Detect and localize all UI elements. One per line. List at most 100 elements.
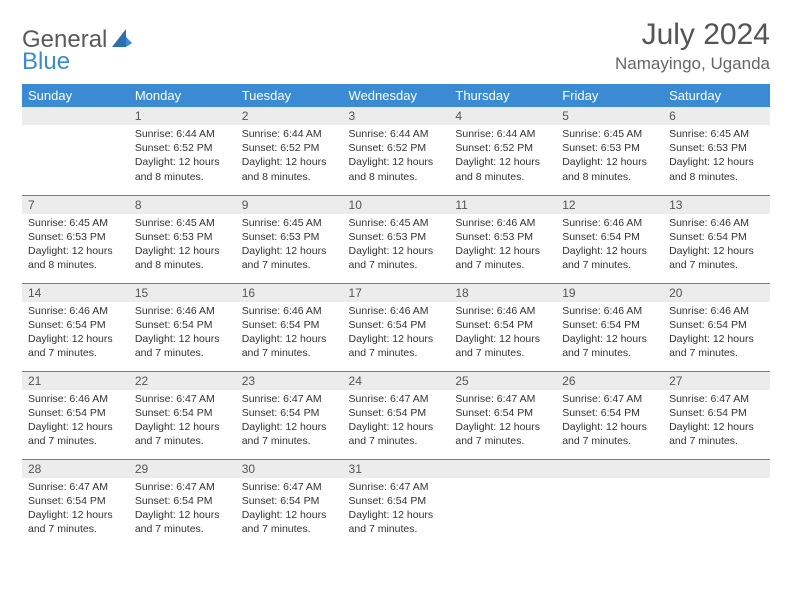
day-details: Sunrise: 6:47 AMSunset: 6:54 PMDaylight:… — [556, 390, 663, 453]
sunrise-text: Sunrise: 6:44 AM — [455, 127, 550, 141]
day-number — [663, 460, 770, 478]
day-header: Friday — [556, 84, 663, 107]
day-number — [556, 460, 663, 478]
daylight-text: Daylight: 12 hours and 7 minutes. — [242, 244, 337, 272]
sunrise-text: Sunrise: 6:47 AM — [135, 392, 230, 406]
day-header: Thursday — [449, 84, 556, 107]
daylight-text: Daylight: 12 hours and 7 minutes. — [135, 332, 230, 360]
daylight-text: Daylight: 12 hours and 8 minutes. — [669, 155, 764, 183]
sunrise-text: Sunrise: 6:46 AM — [28, 392, 123, 406]
sunset-text: Sunset: 6:53 PM — [135, 230, 230, 244]
calendar-week: 7Sunrise: 6:45 AMSunset: 6:53 PMDaylight… — [22, 195, 770, 283]
calendar-week: 14Sunrise: 6:46 AMSunset: 6:54 PMDayligh… — [22, 283, 770, 371]
calendar-cell: 4Sunrise: 6:44 AMSunset: 6:52 PMDaylight… — [449, 107, 556, 195]
day-number: 19 — [556, 284, 663, 302]
day-number: 12 — [556, 196, 663, 214]
daylight-text: Daylight: 12 hours and 7 minutes. — [562, 244, 657, 272]
daylight-text: Daylight: 12 hours and 7 minutes. — [562, 420, 657, 448]
day-number: 24 — [343, 372, 450, 390]
day-details: Sunrise: 6:45 AMSunset: 6:53 PMDaylight:… — [129, 214, 236, 277]
sunrise-text: Sunrise: 6:47 AM — [349, 480, 444, 494]
sunset-text: Sunset: 6:54 PM — [135, 494, 230, 508]
day-details: Sunrise: 6:46 AMSunset: 6:53 PMDaylight:… — [449, 214, 556, 277]
sunrise-text: Sunrise: 6:47 AM — [455, 392, 550, 406]
day-number: 28 — [22, 460, 129, 478]
calendar-cell: 23Sunrise: 6:47 AMSunset: 6:54 PMDayligh… — [236, 371, 343, 459]
sunrise-text: Sunrise: 6:45 AM — [562, 127, 657, 141]
daylight-text: Daylight: 12 hours and 7 minutes. — [135, 420, 230, 448]
day-number: 31 — [343, 460, 450, 478]
sunrise-text: Sunrise: 6:47 AM — [669, 392, 764, 406]
day-details: Sunrise: 6:47 AMSunset: 6:54 PMDaylight:… — [236, 478, 343, 541]
sunrise-text: Sunrise: 6:44 AM — [349, 127, 444, 141]
daylight-text: Daylight: 12 hours and 7 minutes. — [669, 420, 764, 448]
sunset-text: Sunset: 6:54 PM — [28, 494, 123, 508]
day-number: 1 — [129, 107, 236, 125]
day-number: 13 — [663, 196, 770, 214]
daylight-text: Daylight: 12 hours and 7 minutes. — [242, 420, 337, 448]
sunrise-text: Sunrise: 6:46 AM — [135, 304, 230, 318]
calendar-cell: 8Sunrise: 6:45 AMSunset: 6:53 PMDaylight… — [129, 195, 236, 283]
sunset-text: Sunset: 6:54 PM — [562, 230, 657, 244]
calendar-cell: 11Sunrise: 6:46 AMSunset: 6:53 PMDayligh… — [449, 195, 556, 283]
day-number: 29 — [129, 460, 236, 478]
day-number: 8 — [129, 196, 236, 214]
sunset-text: Sunset: 6:54 PM — [669, 406, 764, 420]
day-details: Sunrise: 6:47 AMSunset: 6:54 PMDaylight:… — [343, 478, 450, 541]
day-number: 26 — [556, 372, 663, 390]
sunrise-text: Sunrise: 6:46 AM — [455, 304, 550, 318]
calendar-cell: 16Sunrise: 6:46 AMSunset: 6:54 PMDayligh… — [236, 283, 343, 371]
calendar-cell: 6Sunrise: 6:45 AMSunset: 6:53 PMDaylight… — [663, 107, 770, 195]
sunrise-text: Sunrise: 6:46 AM — [455, 216, 550, 230]
day-number: 10 — [343, 196, 450, 214]
sunrise-text: Sunrise: 6:47 AM — [135, 480, 230, 494]
calendar-cell: 13Sunrise: 6:46 AMSunset: 6:54 PMDayligh… — [663, 195, 770, 283]
daylight-text: Daylight: 12 hours and 8 minutes. — [349, 155, 444, 183]
daylight-text: Daylight: 12 hours and 7 minutes. — [349, 508, 444, 536]
daylight-text: Daylight: 12 hours and 8 minutes. — [455, 155, 550, 183]
sunrise-text: Sunrise: 6:46 AM — [242, 304, 337, 318]
sunrise-text: Sunrise: 6:47 AM — [242, 392, 337, 406]
location-label: Namayingo, Uganda — [615, 54, 770, 74]
day-header-row: Sunday Monday Tuesday Wednesday Thursday… — [22, 84, 770, 107]
day-number: 25 — [449, 372, 556, 390]
day-number: 9 — [236, 196, 343, 214]
calendar-cell: 21Sunrise: 6:46 AMSunset: 6:54 PMDayligh… — [22, 371, 129, 459]
sunset-text: Sunset: 6:54 PM — [242, 494, 337, 508]
day-header: Sunday — [22, 84, 129, 107]
daylight-text: Daylight: 12 hours and 8 minutes. — [135, 244, 230, 272]
day-details: Sunrise: 6:44 AMSunset: 6:52 PMDaylight:… — [129, 125, 236, 188]
daylight-text: Daylight: 12 hours and 7 minutes. — [242, 332, 337, 360]
sunrise-text: Sunrise: 6:47 AM — [349, 392, 444, 406]
day-details: Sunrise: 6:46 AMSunset: 6:54 PMDaylight:… — [663, 214, 770, 277]
calendar-cell: 19Sunrise: 6:46 AMSunset: 6:54 PMDayligh… — [556, 283, 663, 371]
daylight-text: Daylight: 12 hours and 7 minutes. — [562, 332, 657, 360]
sunrise-text: Sunrise: 6:45 AM — [669, 127, 764, 141]
daylight-text: Daylight: 12 hours and 7 minutes. — [28, 420, 123, 448]
daylight-text: Daylight: 12 hours and 7 minutes. — [135, 508, 230, 536]
day-details: Sunrise: 6:47 AMSunset: 6:54 PMDaylight:… — [129, 390, 236, 453]
day-details: Sunrise: 6:47 AMSunset: 6:54 PMDaylight:… — [129, 478, 236, 541]
day-number: 21 — [22, 372, 129, 390]
sunset-text: Sunset: 6:54 PM — [455, 406, 550, 420]
daylight-text: Daylight: 12 hours and 7 minutes. — [349, 332, 444, 360]
day-number: 3 — [343, 107, 450, 125]
daylight-text: Daylight: 12 hours and 8 minutes. — [562, 155, 657, 183]
day-details: Sunrise: 6:45 AMSunset: 6:53 PMDaylight:… — [22, 214, 129, 277]
sunset-text: Sunset: 6:54 PM — [135, 318, 230, 332]
sunset-text: Sunset: 6:54 PM — [455, 318, 550, 332]
sunset-text: Sunset: 6:54 PM — [349, 494, 444, 508]
calendar-cell: 10Sunrise: 6:45 AMSunset: 6:53 PMDayligh… — [343, 195, 450, 283]
daylight-text: Daylight: 12 hours and 7 minutes. — [28, 508, 123, 536]
day-details: Sunrise: 6:46 AMSunset: 6:54 PMDaylight:… — [236, 302, 343, 365]
calendar-cell: 5Sunrise: 6:45 AMSunset: 6:53 PMDaylight… — [556, 107, 663, 195]
sunset-text: Sunset: 6:54 PM — [349, 406, 444, 420]
day-number: 20 — [663, 284, 770, 302]
calendar-cell: 29Sunrise: 6:47 AMSunset: 6:54 PMDayligh… — [129, 459, 236, 547]
day-number: 6 — [663, 107, 770, 125]
sunset-text: Sunset: 6:54 PM — [242, 318, 337, 332]
daylight-text: Daylight: 12 hours and 7 minutes. — [455, 332, 550, 360]
day-number: 23 — [236, 372, 343, 390]
calendar-cell: 14Sunrise: 6:46 AMSunset: 6:54 PMDayligh… — [22, 283, 129, 371]
sunset-text: Sunset: 6:53 PM — [349, 230, 444, 244]
